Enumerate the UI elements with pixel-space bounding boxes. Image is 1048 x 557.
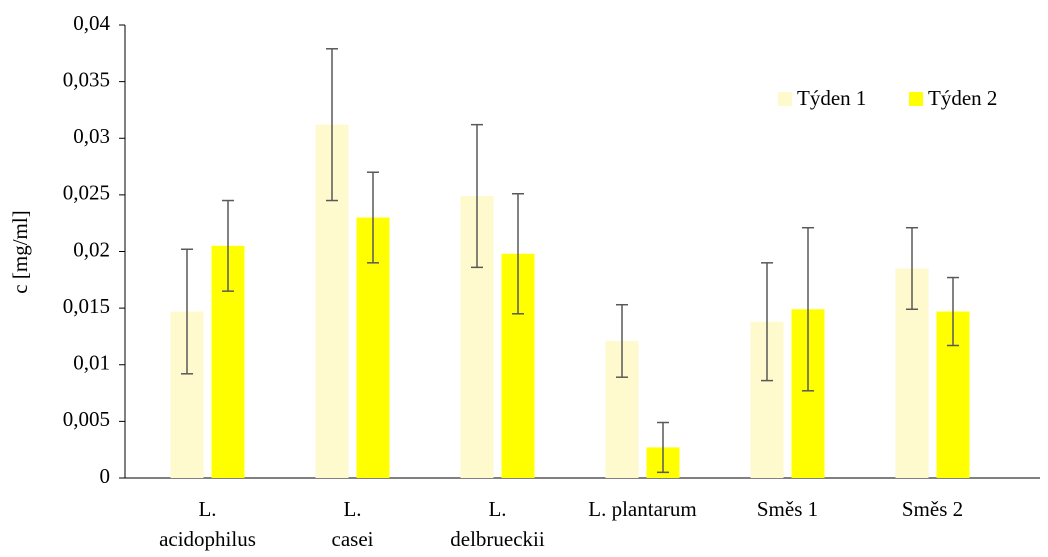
y-tick-label: 0,01 (73, 351, 110, 375)
x-tick-label-line: L. (198, 497, 216, 521)
y-tick-label: 0,02 (73, 237, 110, 261)
x-tick-label: Směs 2 (902, 497, 963, 521)
legend-label: Týden 1 (797, 86, 866, 110)
y-tick-label: 0,005 (63, 407, 110, 431)
x-tick-label: L. casei (332, 497, 374, 551)
x-tick-label: L. delbrueckii (450, 497, 545, 551)
x-tick-label-line: Směs 1 (757, 497, 818, 521)
y-tick-label: 0,025 (63, 181, 110, 205)
x-tick-label: L. plantarum (588, 497, 696, 521)
x-tick-label: Směs 1 (757, 497, 818, 521)
legend-swatch (778, 92, 792, 106)
x-tick-label-line: delbrueckii (450, 527, 545, 551)
y-tick-label: 0,035 (63, 67, 110, 91)
y-tick-label: 0 (100, 464, 111, 488)
x-tick-label-line: L. (343, 497, 361, 521)
legend-label: Týden 2 (928, 86, 997, 110)
y-tick-label: 0,03 (73, 124, 110, 148)
y-tick-label: 0,04 (73, 11, 110, 35)
x-tick-label: L. acidophilus (159, 497, 256, 551)
y-tick-label: 0,015 (63, 294, 110, 318)
x-tick-label-line: casei (332, 527, 374, 551)
x-tick-label-line: acidophilus (159, 527, 256, 551)
x-tick-label-line: Směs 2 (902, 497, 963, 521)
legend-swatch (909, 92, 923, 106)
y-axis-label: c [mg/ml] (8, 210, 32, 293)
x-tick-label-line: L. plantarum (588, 497, 696, 521)
x-tick-label-line: L. (488, 497, 506, 521)
